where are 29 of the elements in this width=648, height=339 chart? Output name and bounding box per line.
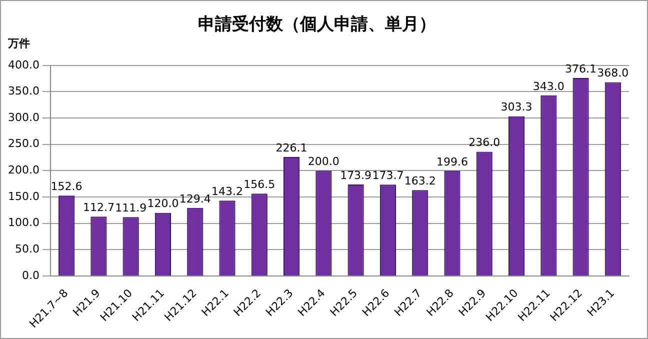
data-label: 111.9 [115, 201, 147, 214]
data-label: 200.0 [308, 155, 340, 168]
y-tick-label: 200.0 [8, 164, 40, 177]
y-tick-label: 250.0 [8, 137, 40, 150]
chart-title: 申請受付数（個人申請、単月） [198, 14, 436, 35]
data-label: 143.2 [212, 184, 244, 198]
data-label: 173.9 [340, 168, 372, 182]
y-tick-label: 400.0 [8, 58, 40, 72]
data-label: 199.6 [436, 155, 468, 168]
y-tick-label: 0.0 [22, 268, 40, 282]
data-label: 236.0 [468, 136, 500, 150]
y-tick-label: 350.0 [8, 84, 40, 98]
y-tick-label: 100.0 [8, 216, 40, 230]
data-label: 163.2 [404, 174, 436, 188]
y-tick-label: 50.0 [14, 242, 40, 256]
data-label: 303.3 [500, 100, 532, 114]
y-axis-title: 万件 [7, 36, 30, 50]
y-tick-label: 300.0 [8, 110, 40, 124]
data-label: 112.7 [82, 201, 114, 214]
data-label: 156.5 [244, 178, 276, 191]
data-label: 173.7 [372, 168, 404, 182]
data-label: 129.4 [179, 192, 211, 206]
data-label: 120.0 [147, 197, 179, 210]
data-label: 368.0 [597, 66, 629, 80]
data-label: 376.1 [565, 62, 597, 76]
data-label: 226.1 [276, 141, 308, 154]
data-label: 152.6 [50, 180, 82, 194]
data-label: 343.0 [532, 80, 564, 93]
y-tick-label: 150.0 [8, 190, 40, 203]
